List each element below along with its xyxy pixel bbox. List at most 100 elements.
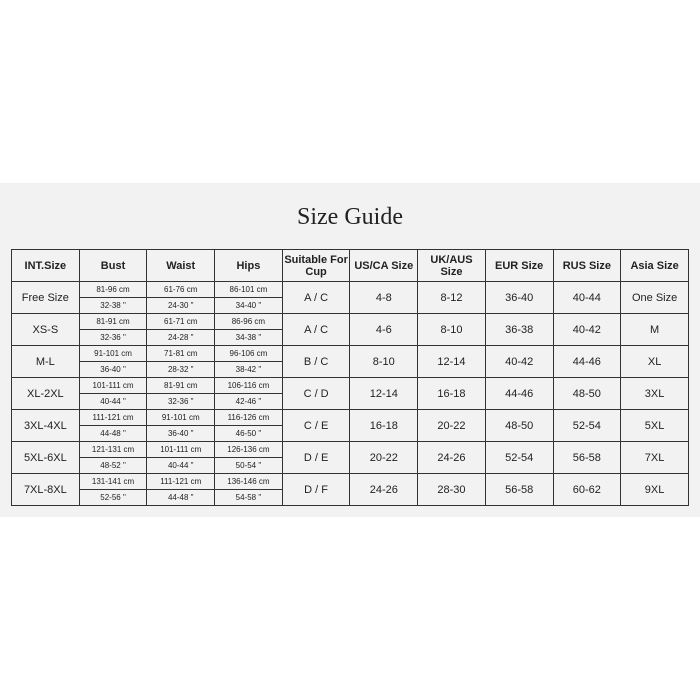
table-cell: 12-14 bbox=[417, 345, 486, 378]
table-cell: 36-40 " bbox=[78, 361, 148, 378]
table-cell: 7XL-8XL bbox=[11, 473, 80, 506]
table-cell: 106-116 cm bbox=[214, 377, 283, 394]
table-cell: 136-146 cm bbox=[214, 473, 283, 490]
table-cell: 36-40 " bbox=[146, 425, 216, 442]
table-cell: 86-96 cm bbox=[214, 313, 283, 330]
table-cell: 20-22 bbox=[349, 441, 419, 474]
table-cell: 71-81 cm bbox=[146, 345, 216, 362]
table-cell: 101-111 cm bbox=[146, 441, 216, 458]
page-title: Size Guide bbox=[297, 204, 403, 230]
table-cell: 40-44 " bbox=[78, 393, 148, 410]
table-cell: 32-36 " bbox=[78, 329, 148, 346]
column-header: Asia Size bbox=[620, 249, 689, 282]
table-cell: 40-42 bbox=[484, 345, 554, 378]
table-row-inches: 32-38 " 24-30 " 34-40 " bbox=[12, 297, 689, 314]
table-cell: 56-58 bbox=[552, 441, 622, 474]
table-cell: 52-56 " bbox=[78, 489, 148, 506]
table-cell: 52-54 bbox=[484, 441, 554, 474]
table-cell: 44-46 bbox=[484, 377, 554, 410]
table-cell: 81-91 cm bbox=[78, 313, 148, 330]
table-cell: 3XL bbox=[620, 377, 689, 410]
table-cell: 4-8 bbox=[349, 281, 419, 314]
table-row-inches: 48-52 " 40-44 " 50-54 " bbox=[12, 457, 689, 474]
table-cell: 42-46 " bbox=[214, 393, 283, 410]
column-header: UK/AUS Size bbox=[417, 249, 486, 282]
table-cell: 8-10 bbox=[417, 313, 486, 346]
table-cell: 5XL-6XL bbox=[11, 441, 80, 474]
table-cell: 7XL bbox=[620, 441, 689, 474]
column-header: Waist bbox=[146, 249, 216, 282]
table-cell: 5XL bbox=[620, 409, 689, 442]
table-cell: 40-44 " bbox=[146, 457, 216, 474]
table-cell: 52-54 bbox=[552, 409, 622, 442]
table-cell: 81-96 cm bbox=[78, 281, 148, 298]
table-cell: 40-42 bbox=[552, 313, 622, 346]
table-cell: 111-121 cm bbox=[146, 473, 216, 490]
table-cell: XL-2XL bbox=[11, 377, 80, 410]
table-cell: 38-42 " bbox=[214, 361, 283, 378]
table-cell: 40-44 bbox=[552, 281, 622, 314]
table-cell: 28-32 " bbox=[146, 361, 216, 378]
table-cell: 16-18 bbox=[417, 377, 486, 410]
table-cell: 56-58 bbox=[484, 473, 554, 506]
table-cell: A / C bbox=[281, 313, 351, 346]
table-cell: XS-S bbox=[11, 313, 80, 346]
table-cell: 101-111 cm bbox=[78, 377, 148, 394]
table-row: 7XL-8XL 131-141 cm 111-121 cm 136-146 cm D /… bbox=[11, 473, 689, 506]
table-row: XS-S 81-91 cm 61-71 cm 86-96 cm A / C 4-6 8-10… bbox=[11, 313, 689, 346]
column-header: INT.Size bbox=[11, 249, 80, 282]
column-header: Suitable For Cup bbox=[281, 249, 351, 282]
table-row-inches: 40-44 " 32-36 " 42-46 " bbox=[12, 393, 689, 410]
table-cell: 48-52 " bbox=[78, 457, 148, 474]
column-header: Hips bbox=[214, 249, 283, 282]
table-cell: 61-76 cm bbox=[146, 281, 216, 298]
table-cell: 12-14 bbox=[349, 377, 419, 410]
size-table: INT.Size Bust Waist Hips Suitable For Cup US/… bbox=[11, 249, 689, 506]
table-cell: 121-131 cm bbox=[78, 441, 148, 458]
table-cell: 91-101 cm bbox=[78, 345, 148, 362]
table-cell: 32-38 " bbox=[78, 297, 148, 314]
table-cell: 60-62 bbox=[552, 473, 622, 506]
table-cell: B / C bbox=[281, 345, 351, 378]
table-cell: D / E bbox=[281, 441, 351, 474]
table-row: 3XL-4XL 111-121 cm 91-101 cm 116-126 cm C / … bbox=[11, 409, 689, 442]
table-cell: 16-18 bbox=[349, 409, 419, 442]
table-cell: 8-10 bbox=[349, 345, 419, 378]
table-cell: One Size bbox=[620, 281, 689, 314]
table-cell: 36-38 bbox=[484, 313, 554, 346]
table-cell: 4-6 bbox=[349, 313, 419, 346]
table-cell: M-L bbox=[11, 345, 80, 378]
table-cell: Free Size bbox=[11, 281, 80, 314]
table-cell: 8-12 bbox=[417, 281, 486, 314]
column-header: RUS Size bbox=[552, 249, 622, 282]
column-header: Bust bbox=[78, 249, 148, 282]
table-cell: 44-48 " bbox=[146, 489, 216, 506]
table-cell: M bbox=[620, 313, 689, 346]
table-cell: 24-26 bbox=[417, 441, 486, 474]
table-cell: 44-46 bbox=[552, 345, 622, 378]
table-cell: A / C bbox=[281, 281, 351, 314]
table-cell: 32-36 " bbox=[146, 393, 216, 410]
table-cell: 28-30 bbox=[417, 473, 486, 506]
column-header: US/CA Size bbox=[349, 249, 419, 282]
table-cell: 131-141 cm bbox=[78, 473, 148, 490]
table-cell: 24-26 bbox=[349, 473, 419, 506]
table-cell: 46-50 " bbox=[214, 425, 283, 442]
table-cell: 54-58 " bbox=[214, 489, 283, 506]
table-row: M-L 91-101 cm 71-81 cm 96-106 cm B / C 8-10 12… bbox=[11, 345, 689, 378]
column-header: EUR Size bbox=[484, 249, 554, 282]
table-cell: 81-91 cm bbox=[146, 377, 216, 394]
table-cell: 20-22 bbox=[417, 409, 486, 442]
table-cell: 50-54 " bbox=[214, 457, 283, 474]
table-cell: 34-38 " bbox=[214, 329, 283, 346]
table-cell: D / F bbox=[281, 473, 351, 506]
table-cell: 61-71 cm bbox=[146, 313, 216, 330]
table-cell: 24-30 " bbox=[146, 297, 216, 314]
table-row-inches: 52-56 " 44-48 " 54-58 " bbox=[12, 489, 689, 506]
table-cell: 9XL bbox=[620, 473, 689, 506]
table-cell: 116-126 cm bbox=[214, 409, 283, 426]
table-cell: 3XL-4XL bbox=[11, 409, 80, 442]
table-cell: 91-101 cm bbox=[146, 409, 216, 426]
